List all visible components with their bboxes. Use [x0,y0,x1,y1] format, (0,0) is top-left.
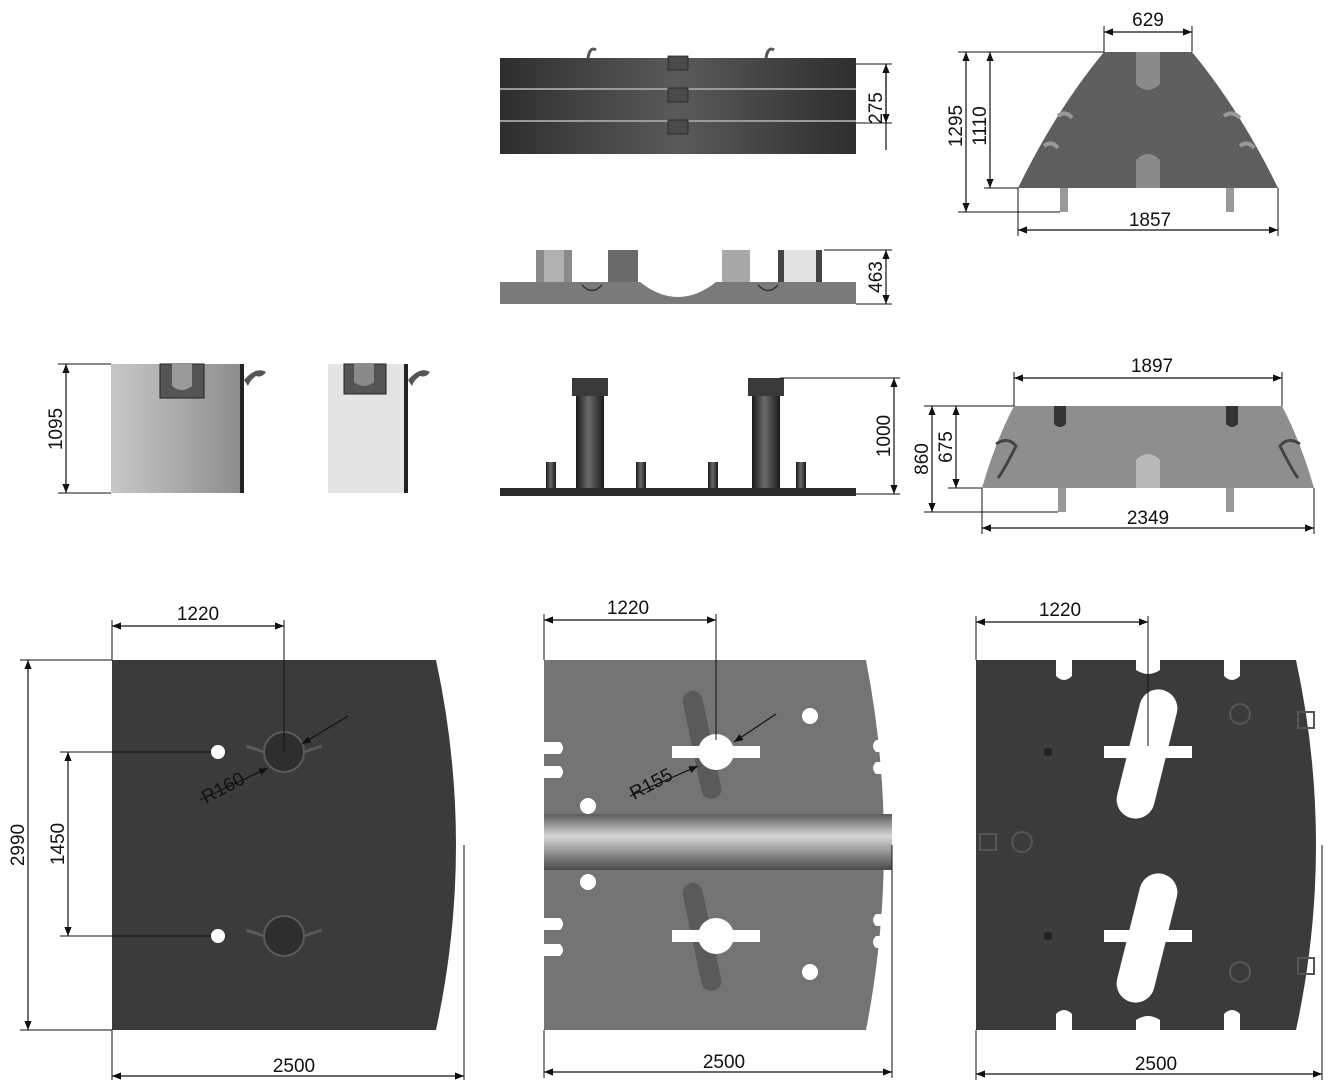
top-trap-top-label: 629 [1132,10,1164,31]
top-trapezoid-view: 629 1295 1110 1857 [946,10,1279,236]
plate-1-top-view: 1220 2990 1450 R160 2500 [8,604,465,1080]
lower-trap-top-label: 1897 [1131,356,1173,377]
plate3-offset-label: 1220 [1039,600,1081,621]
plate-2-top-view: 1220 R155 2500 [543,598,893,1078]
plate-3-top-view: 1220 2500 [975,600,1323,1080]
stack-height-label: 275 [866,92,887,124]
stacked-plates-view: 275 [500,47,892,154]
side-view-light [328,363,430,493]
base-section-view: 463 [500,249,892,305]
plate1-spacing-label: 1450 [48,823,69,865]
plate1-offset-label: 1220 [177,604,219,625]
lower-trap-bottom-label: 2349 [1127,508,1169,529]
base-height-label: 463 [866,261,887,293]
top-trap-h1-label: 1295 [946,105,967,147]
plate1-height-label: 2990 [8,824,29,866]
lower-trapezoid-view: 1897 860 675 2349 [912,356,1315,534]
lower-trap-h1-label: 860 [912,443,933,475]
plate2-offset-label: 1220 [607,598,649,619]
plate2-width-label: 2500 [703,1052,745,1073]
lower-trap-h2-label: 675 [936,431,957,463]
top-trap-bottom-label: 1857 [1129,210,1171,231]
plate3-width-label: 2500 [1135,1054,1177,1075]
column-view: 1000 [500,377,900,496]
side-height-label: 1095 [46,408,67,450]
side-view-dark: 1095 [46,363,266,494]
top-trap-h2-label: 1110 [970,106,991,145]
plate1-width-label: 2500 [273,1056,315,1077]
column-height-label: 1000 [874,415,895,457]
